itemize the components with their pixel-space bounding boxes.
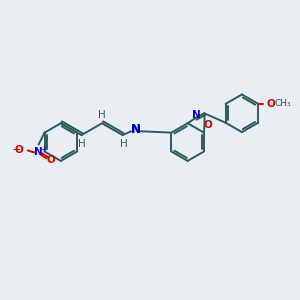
Text: N: N <box>130 123 140 136</box>
Text: O: O <box>46 155 55 165</box>
Text: O: O <box>15 146 24 155</box>
Text: −: − <box>12 146 22 155</box>
Text: +: + <box>40 145 47 154</box>
Text: O: O <box>203 120 212 130</box>
Text: H: H <box>98 110 106 120</box>
Text: H: H <box>78 139 85 149</box>
Text: N: N <box>192 110 201 120</box>
Text: CH₃: CH₃ <box>274 99 291 108</box>
Text: H: H <box>120 139 128 149</box>
Text: O: O <box>266 99 275 109</box>
Text: N: N <box>34 148 43 158</box>
Text: N: N <box>130 123 140 136</box>
